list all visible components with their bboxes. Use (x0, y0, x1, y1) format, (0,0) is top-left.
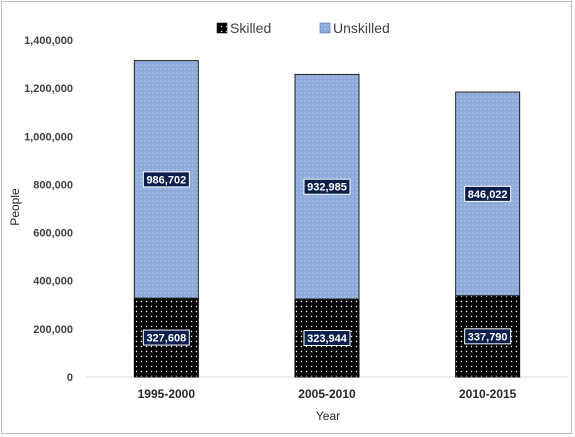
x-tick-label: 2005-2010 (298, 387, 356, 401)
x-axis-title: Year (316, 409, 340, 423)
x-tick-label: 2010-2015 (459, 387, 517, 401)
data-label: 846,022 (468, 189, 508, 201)
data-label-box (142, 171, 190, 188)
bars: 327,608 986,702 323,944 932,985 337,790 846,0… (133, 60, 521, 378)
y-tick-label: 1,000,000 (24, 131, 73, 143)
x-axis: 1995-2000 2005-2010 2010-2015 (138, 387, 517, 401)
data-label: 932,985 (307, 182, 347, 194)
data-label-box (303, 178, 351, 195)
legend-label-skilled: Skilled (230, 20, 271, 36)
y-axis-title: People (8, 188, 22, 226)
legend-swatch-skilled (216, 22, 228, 34)
y-tick-label: 1,200,000 (24, 83, 73, 95)
y-tick-label: 800,000 (33, 179, 73, 191)
y-tick-label: 1,400,000 (24, 35, 73, 47)
data-label: 337,790 (468, 331, 508, 343)
y-tick-label: 400,000 (33, 276, 73, 288)
data-label: 327,608 (146, 333, 186, 345)
legend-swatch-unskilled (319, 22, 331, 34)
legend: Skilled Unskilled (216, 20, 390, 36)
data-label-box (303, 330, 351, 347)
legend-label-unskilled: Unskilled (333, 20, 390, 36)
y-axis: 0 200,000 400,000 600,000 800,000 1,000,000 1,… (24, 35, 73, 384)
y-tick-label: 200,000 (33, 324, 73, 336)
data-label-box (464, 328, 512, 345)
x-tick-label: 1995-2000 (138, 387, 196, 401)
y-tick-label: 0 (67, 372, 73, 384)
data-label: 323,944 (307, 333, 348, 345)
data-label: 986,702 (146, 174, 186, 186)
data-label-box (464, 185, 512, 202)
data-label-box (142, 329, 190, 346)
y-tick-label: 600,000 (33, 228, 73, 240)
